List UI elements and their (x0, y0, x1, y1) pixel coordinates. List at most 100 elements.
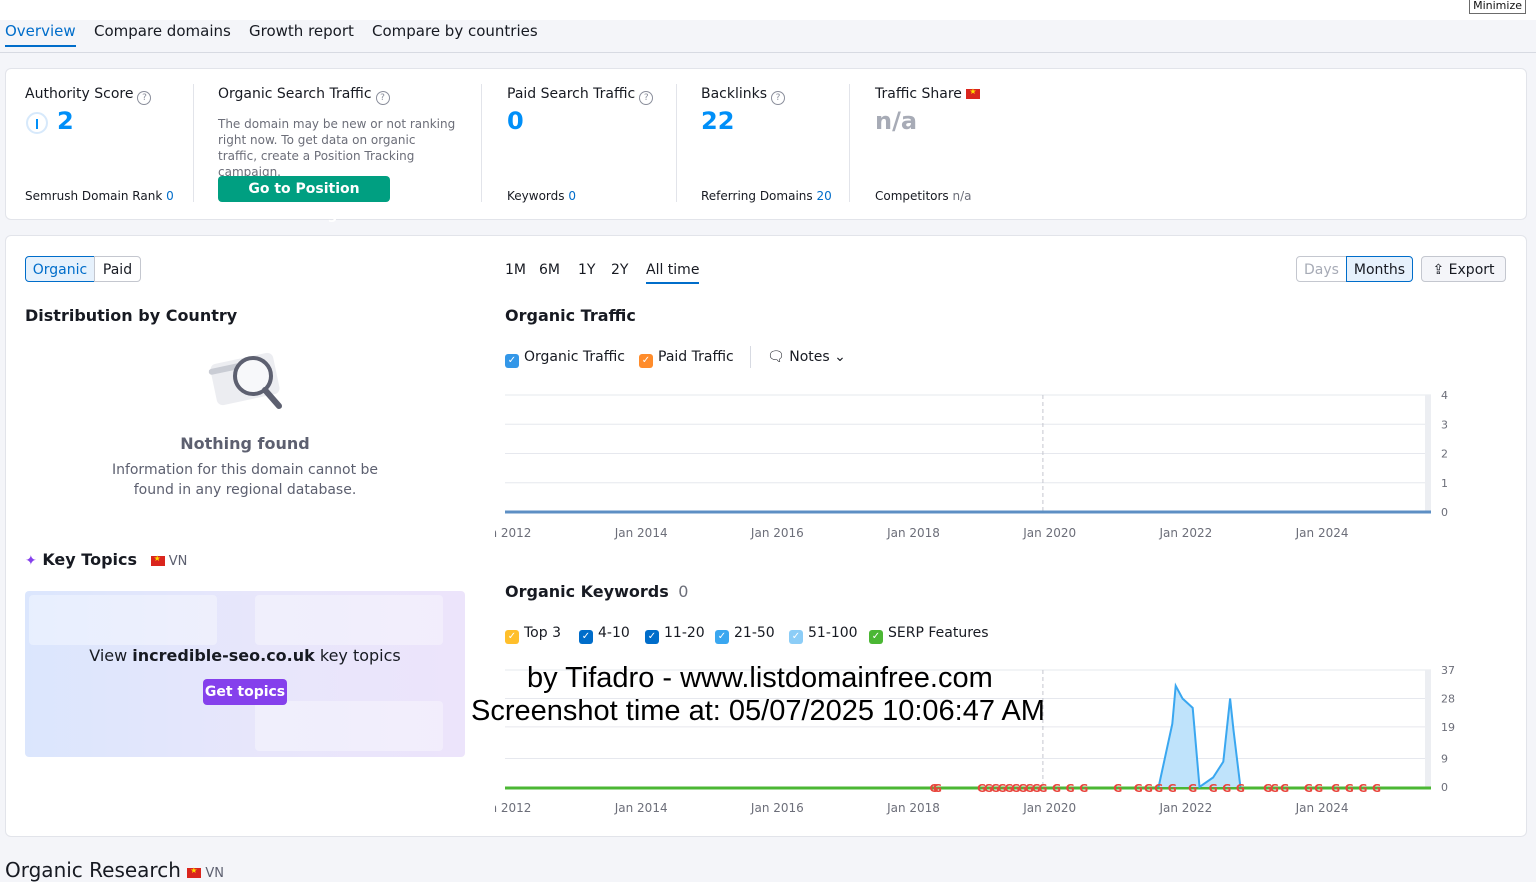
range-1m[interactable]: 1M (505, 262, 526, 278)
plot-end-band (1425, 395, 1431, 512)
checkbox-icon: ✓ (505, 354, 519, 368)
google-serp-icon: G (1314, 782, 1323, 795)
paid-keywords: Keywords 0 (507, 189, 576, 203)
domain-rank: Semrush Domain Rank 0 (25, 189, 174, 203)
empty-search-illustration-icon (208, 352, 282, 409)
legend-4-10[interactable]: ✓ 4-10 (579, 625, 630, 644)
help-icon[interactable]: ? (639, 91, 654, 105)
x-tick-label: Jan 2024 (1295, 526, 1349, 540)
checkbox-icon: ✓ (715, 630, 729, 644)
traffic-share-value: n/a (875, 107, 918, 135)
range-1y[interactable]: 1Y (578, 262, 596, 278)
google-serp-icon: G (1038, 782, 1047, 795)
view-topics-text: View incredible-seo.co.uk key topics (89, 646, 401, 665)
watermark-line-2: Screenshot time at: 05/07/2025 10:06:47 … (471, 695, 1045, 727)
legend-serp-features[interactable]: ✓ SERP Features (869, 625, 989, 644)
google-serp-icon: G (1025, 782, 1034, 795)
go-to-position-tracking-button[interactable]: Go to Position Tracking (218, 176, 390, 223)
organic-traffic-chart-title: Organic Traffic (505, 306, 636, 325)
google-serp-icon: G (1372, 782, 1381, 795)
google-serp-icon: G (1222, 782, 1231, 795)
checkbox-icon: ✓ (869, 630, 883, 644)
tab-compare-by-countries[interactable]: Compare by countries (372, 22, 538, 40)
help-icon[interactable]: ? (375, 91, 390, 105)
x-tick-label: Jan 2012 (495, 801, 531, 815)
y-tick-label: 19 (1441, 721, 1455, 734)
key-topics-title: ✦ Key Topics VN (25, 550, 187, 569)
legend-21-50[interactable]: ✓ 21-50 (715, 625, 775, 644)
google-serp-icon: G (1004, 782, 1013, 795)
paid-keywords-value[interactable]: 0 (568, 189, 576, 203)
paid-traffic-value[interactable]: 0 (507, 107, 524, 135)
google-serp-icon: G (1209, 782, 1218, 795)
watermark-line-1: by Tifadro - www.listdomainfree.com (527, 662, 993, 694)
y-tick-label: 9 (1441, 753, 1448, 766)
backlinks-value[interactable]: 22 (701, 107, 735, 135)
x-tick-label: Jan 2022 (1158, 801, 1212, 815)
range-all-time[interactable]: All time (646, 262, 700, 284)
google-serp-icon: G (933, 782, 942, 795)
vietnam-flag-icon (150, 554, 165, 566)
y-tick-label: 1 (1441, 477, 1448, 490)
x-tick-label: Jan 2014 (614, 526, 668, 540)
google-serp-icon: G (1168, 782, 1177, 795)
keywords-series-line (1157, 682, 1242, 789)
y-tick-label: 4 (1441, 389, 1448, 402)
divider (193, 84, 194, 202)
blurred-topic (255, 701, 443, 751)
google-serp-icon: G (1280, 782, 1289, 795)
authority-gauge-icon (26, 112, 48, 134)
checkbox-icon: ✓ (789, 630, 803, 644)
google-serp-icon: G (1154, 782, 1163, 795)
tab-growth-report[interactable]: Growth report (249, 22, 354, 40)
minimize-button[interactable]: Minimize (1469, 0, 1526, 14)
y-tick-label: 2 (1441, 448, 1448, 461)
legend-top-3[interactable]: ✓ Top 3 (505, 625, 561, 644)
help-icon[interactable]: ? (771, 91, 786, 105)
divider (750, 346, 751, 368)
legend-paid-traffic[interactable]: ✓ Paid Traffic (639, 349, 734, 368)
blurred-topic (29, 595, 217, 645)
authority-score-label: Authority Score? (25, 86, 152, 105)
checkbox-icon: ✓ (579, 630, 593, 644)
key-topics-panel: View incredible-seo.co.uk key topics (25, 591, 465, 757)
google-serp-icon: G (984, 782, 993, 795)
legend-organic-traffic[interactable]: ✓ Organic Traffic (505, 349, 625, 368)
days-toggle[interactable]: Days (1296, 256, 1347, 282)
range-6m[interactable]: 6M (539, 262, 560, 278)
legend-51-100[interactable]: ✓ 51-100 (789, 625, 858, 644)
y-tick-label: 3 (1441, 418, 1448, 431)
months-toggle[interactable]: Months (1346, 256, 1413, 282)
range-2y[interactable]: 2Y (611, 262, 629, 278)
divider (676, 84, 677, 202)
distribution-title: Distribution by Country (25, 306, 238, 325)
competitors: Competitors n/a (875, 189, 972, 203)
paid-toggle[interactable]: Paid (94, 256, 141, 282)
organic-toggle[interactable]: Organic (25, 256, 95, 282)
tab-compare-domains[interactable]: Compare domains (94, 22, 231, 40)
legend-11-20[interactable]: ✓ 11-20 (645, 625, 705, 644)
organic-traffic-note: The domain may be new or not ranking rig… (218, 117, 456, 179)
google-serp-icon: G (1066, 782, 1075, 795)
checkbox-icon: ✓ (645, 630, 659, 644)
help-icon[interactable]: ? (137, 91, 152, 105)
organic-keywords-chart-title: Organic Keywords 0 (505, 582, 689, 601)
google-serp-icon: G (1236, 782, 1245, 795)
tab-overview[interactable]: Overview (5, 22, 76, 47)
referring-domains-value[interactable]: 20 (816, 189, 832, 203)
window-topbar: Minimize (0, 0, 1536, 20)
notes-dropdown[interactable]: 🗨 Notes ⌄ (767, 349, 846, 365)
get-topics-button[interactable]: Get topics (203, 679, 287, 705)
x-tick-label: Jan 2020 (1022, 801, 1076, 815)
domain-rank-value[interactable]: 0 (166, 189, 174, 203)
checkbox-icon: ✓ (505, 630, 519, 644)
authority-score-value[interactable]: 2 (57, 107, 74, 135)
comment-icon: 🗨 (767, 349, 785, 365)
google-serp-icon: G (929, 782, 938, 795)
x-tick-label: Jan 2016 (750, 526, 804, 540)
export-button[interactable]: ⇪ Export (1421, 256, 1506, 282)
divider (849, 84, 850, 202)
y-tick-label: 28 (1441, 692, 1455, 705)
backlinks-label: Backlinks? (701, 86, 786, 105)
